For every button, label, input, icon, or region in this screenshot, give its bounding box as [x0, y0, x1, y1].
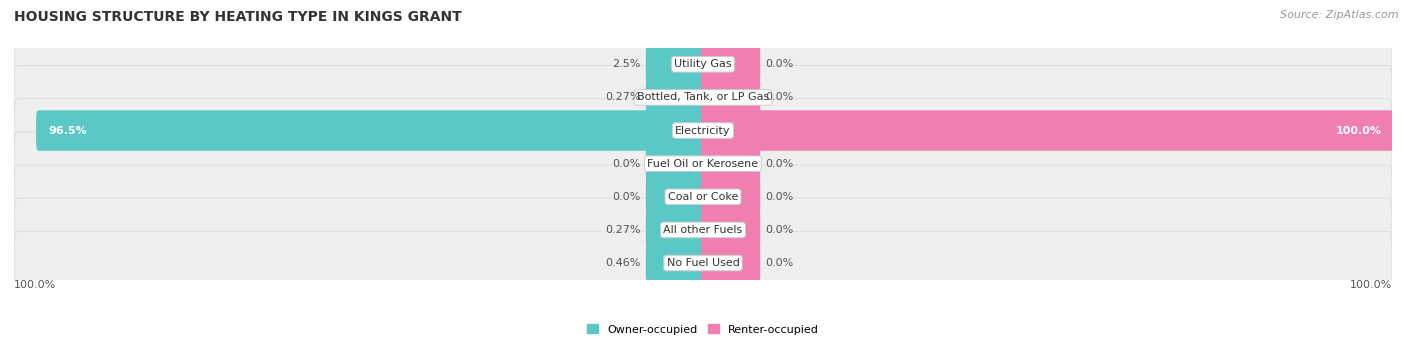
Legend: Owner-occupied, Renter-occupied: Owner-occupied, Renter-occupied [582, 320, 824, 339]
Text: HOUSING STRUCTURE BY HEATING TYPE IN KINGS GRANT: HOUSING STRUCTURE BY HEATING TYPE IN KIN… [14, 10, 461, 24]
Text: 0.0%: 0.0% [765, 59, 793, 69]
Text: 0.46%: 0.46% [606, 258, 641, 268]
FancyBboxPatch shape [645, 210, 704, 250]
FancyBboxPatch shape [14, 132, 1392, 195]
FancyBboxPatch shape [645, 243, 704, 283]
FancyBboxPatch shape [14, 231, 1392, 295]
Text: 2.5%: 2.5% [613, 59, 641, 69]
FancyBboxPatch shape [14, 198, 1392, 262]
Text: 0.0%: 0.0% [613, 192, 641, 202]
Text: 0.27%: 0.27% [606, 92, 641, 102]
Text: 0.0%: 0.0% [765, 92, 793, 102]
Text: 0.0%: 0.0% [765, 192, 793, 202]
Text: Utility Gas: Utility Gas [675, 59, 731, 69]
Text: 100.0%: 100.0% [1336, 125, 1382, 136]
FancyBboxPatch shape [702, 243, 761, 283]
Text: 100.0%: 100.0% [1350, 280, 1392, 290]
Text: All other Fuels: All other Fuels [664, 225, 742, 235]
FancyBboxPatch shape [645, 177, 704, 217]
FancyBboxPatch shape [702, 210, 761, 250]
FancyBboxPatch shape [702, 77, 761, 118]
FancyBboxPatch shape [14, 32, 1392, 96]
FancyBboxPatch shape [645, 144, 704, 184]
Text: 0.0%: 0.0% [613, 159, 641, 169]
Text: Fuel Oil or Kerosene: Fuel Oil or Kerosene [647, 159, 759, 169]
FancyBboxPatch shape [702, 110, 1393, 151]
Text: 0.0%: 0.0% [765, 258, 793, 268]
Text: 0.0%: 0.0% [765, 225, 793, 235]
Text: Bottled, Tank, or LP Gas: Bottled, Tank, or LP Gas [637, 92, 769, 102]
FancyBboxPatch shape [14, 65, 1392, 129]
Text: Coal or Coke: Coal or Coke [668, 192, 738, 202]
Text: Electricity: Electricity [675, 125, 731, 136]
FancyBboxPatch shape [702, 177, 761, 217]
Text: 96.5%: 96.5% [48, 125, 87, 136]
FancyBboxPatch shape [14, 165, 1392, 228]
Text: Source: ZipAtlas.com: Source: ZipAtlas.com [1281, 10, 1399, 20]
FancyBboxPatch shape [702, 144, 761, 184]
FancyBboxPatch shape [645, 77, 704, 118]
Text: 0.27%: 0.27% [606, 225, 641, 235]
FancyBboxPatch shape [37, 110, 704, 151]
FancyBboxPatch shape [14, 99, 1392, 162]
Text: 0.0%: 0.0% [765, 159, 793, 169]
FancyBboxPatch shape [702, 44, 761, 85]
Text: No Fuel Used: No Fuel Used [666, 258, 740, 268]
FancyBboxPatch shape [645, 44, 704, 85]
Text: 100.0%: 100.0% [14, 280, 56, 290]
